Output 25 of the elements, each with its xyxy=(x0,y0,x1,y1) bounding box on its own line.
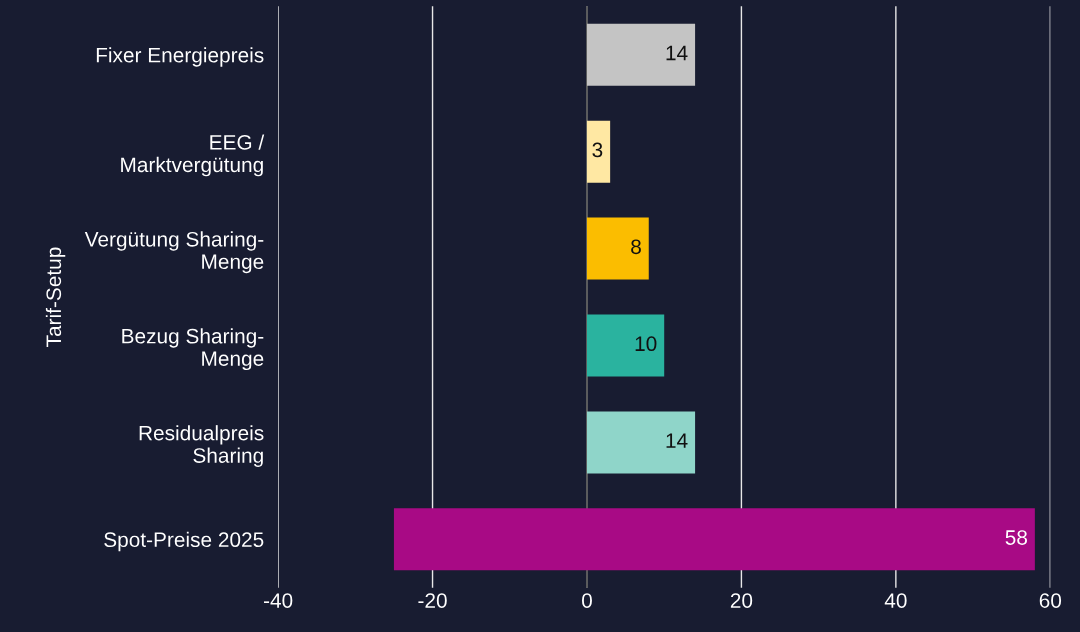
bar xyxy=(586,120,611,183)
x-tick-label: 60 xyxy=(1039,593,1062,608)
bar xyxy=(393,508,1035,571)
x-tick-label: 0 xyxy=(582,593,592,608)
data-label: 8 xyxy=(631,239,641,255)
bar xyxy=(586,23,696,86)
x-tick-label: 20 xyxy=(730,593,753,608)
bar xyxy=(586,314,665,377)
y-tick-label: EEG / Marktvergütung xyxy=(121,134,265,177)
x-tick-label: -40 xyxy=(263,593,293,608)
data-label: 3 xyxy=(592,142,603,158)
y-tick-label: Vergütung Sharing- Menge xyxy=(84,231,264,274)
data-label: 58 xyxy=(1005,530,1027,545)
y-tick-label: Bezug Sharing- Menge xyxy=(122,328,264,371)
data-label: 14 xyxy=(666,433,688,448)
data-label: 14 xyxy=(666,45,688,61)
x-tick-label: 40 xyxy=(884,593,907,608)
y-tick-label: Residualpreis Sharing xyxy=(139,425,264,467)
y-tick-label: Spot-Preise 2025 xyxy=(104,531,264,552)
x-tick-label: -20 xyxy=(418,593,447,608)
data-label: 10 xyxy=(635,336,657,352)
y-axis-title: Tarif-Setup xyxy=(45,247,66,347)
bar xyxy=(586,217,649,280)
y-tick-label: Fixer Energiepreis xyxy=(96,47,264,67)
bar xyxy=(586,411,696,474)
